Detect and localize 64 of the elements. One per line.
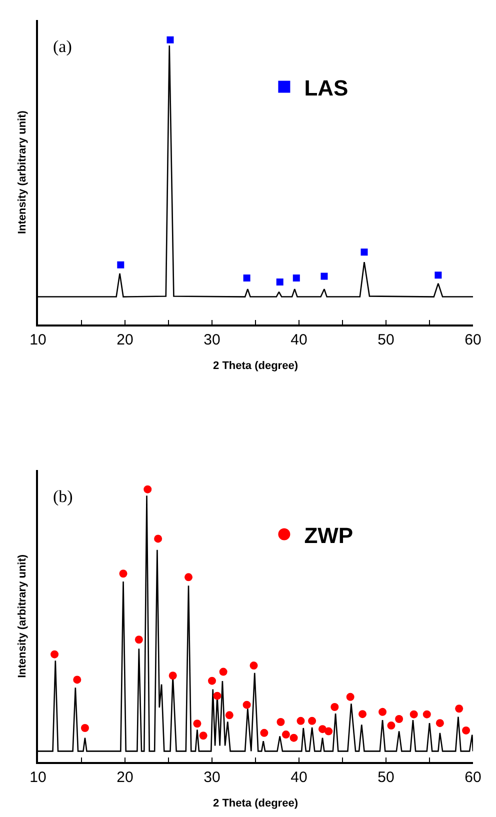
point <box>434 272 442 279</box>
point <box>292 274 300 282</box>
point <box>260 728 268 737</box>
point <box>282 730 290 739</box>
x-tick-label: 30 <box>204 331 220 348</box>
point <box>422 710 431 718</box>
point <box>320 272 328 280</box>
point <box>410 710 418 718</box>
point <box>436 719 444 728</box>
x-tick-label: 60 <box>464 331 482 348</box>
x-axis-title: 2 Theta (degree) <box>213 360 298 372</box>
point <box>166 36 174 44</box>
point <box>290 734 298 742</box>
x-tick-label: 60 <box>464 768 482 786</box>
point <box>184 573 193 582</box>
point <box>208 676 216 685</box>
point <box>134 636 143 644</box>
point <box>296 716 305 725</box>
point <box>219 668 228 676</box>
point <box>117 261 124 268</box>
y-axis-title: Intensity (arbitrary unit) <box>16 110 28 234</box>
point <box>250 662 258 670</box>
x-axis-title: 2 Theta (degree) <box>213 798 298 810</box>
x-tick-label: 20 <box>116 768 134 786</box>
legend-label: LAS <box>304 75 348 100</box>
point <box>193 720 202 728</box>
point <box>330 703 339 711</box>
x-tick-label: 30 <box>204 768 220 786</box>
annotation: (a) <box>53 37 72 56</box>
point <box>119 570 128 578</box>
x-tick-label: 50 <box>378 768 394 786</box>
point <box>462 726 470 734</box>
x-tick-label: 40 <box>290 331 308 348</box>
x-tick-label: 40 <box>290 768 308 786</box>
point <box>346 692 354 701</box>
point <box>243 274 250 282</box>
point <box>225 711 234 720</box>
x-tick-label: 10 <box>30 768 46 786</box>
point <box>50 650 59 658</box>
point <box>324 727 333 736</box>
point <box>80 724 89 732</box>
point <box>276 718 285 726</box>
point <box>73 676 82 684</box>
point <box>308 716 316 725</box>
point <box>318 725 326 734</box>
annotation: (b) <box>53 487 73 506</box>
legend-label: ZWP <box>304 522 354 548</box>
point <box>168 672 177 680</box>
point <box>242 700 251 709</box>
point <box>199 732 208 740</box>
point <box>358 710 367 718</box>
x-tick-label: 10 <box>30 331 46 348</box>
point <box>455 704 464 713</box>
point <box>387 722 396 730</box>
point <box>144 485 152 494</box>
point <box>213 692 222 700</box>
point <box>154 534 162 543</box>
x-tick-label: 20 <box>116 331 134 348</box>
point <box>360 248 368 256</box>
x-tick-label: 50 <box>378 331 394 348</box>
y-axis-title: Intensity (arbitrary unit) <box>16 554 28 678</box>
point <box>378 708 387 716</box>
point <box>395 715 404 723</box>
point <box>276 278 284 286</box>
